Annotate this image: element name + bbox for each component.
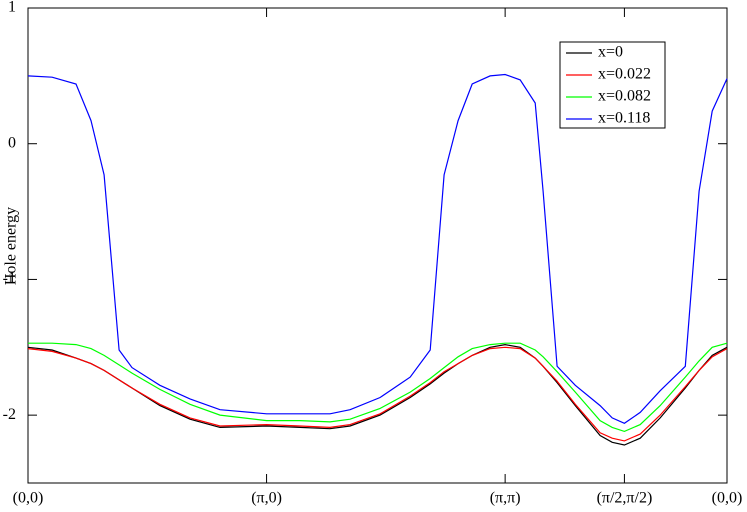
legend-label: x=0.022 bbox=[598, 66, 651, 83]
legend-label: x=0.118 bbox=[598, 110, 650, 127]
legend-box bbox=[559, 41, 666, 129]
series-line bbox=[27, 73, 728, 424]
y-axis-label: Hole energy bbox=[3, 207, 20, 285]
series-line bbox=[27, 346, 728, 442]
y-tick-label: -1 bbox=[3, 270, 16, 287]
x-tick-label: (π,0) bbox=[251, 490, 282, 507]
y-tick-label: -2 bbox=[3, 406, 16, 423]
series-line bbox=[28, 342, 728, 433]
plot-frame bbox=[27, 7, 728, 484]
y-tick-label: 1 bbox=[8, 0, 16, 16]
series-line bbox=[27, 343, 728, 446]
legend-label: x=0 bbox=[598, 44, 623, 61]
legend-label: x=0.082 bbox=[598, 88, 651, 105]
x-tick-label: (0,0) bbox=[712, 490, 743, 507]
x-tick-label: (π/2,π/2) bbox=[597, 490, 653, 507]
y-tick-label: 0 bbox=[8, 134, 16, 151]
x-tick-label: (0,0) bbox=[13, 490, 44, 507]
x-tick-label: (π,π) bbox=[490, 490, 521, 507]
